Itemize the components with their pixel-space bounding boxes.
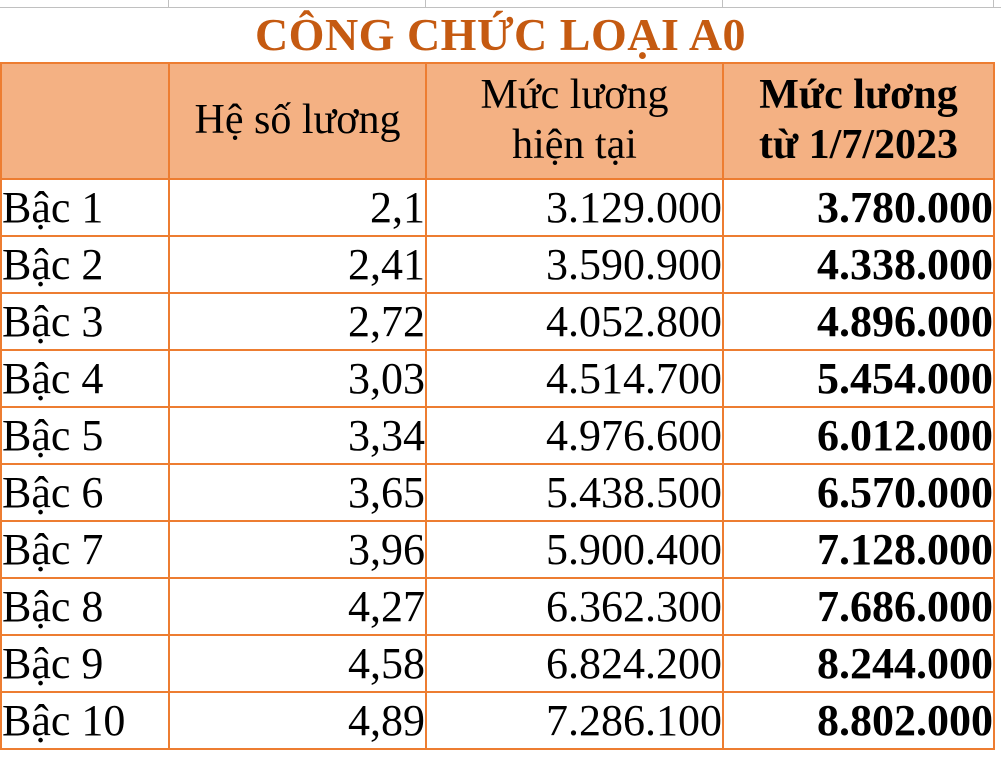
header-cell-current-salary: Mức lương hiện tại — [425, 62, 724, 180]
coefficient-cell: 2,1 — [168, 178, 427, 237]
table-body: Bậc 1 2,1 3.129.000 3.780.000 Bậc 2 2,41… — [0, 178, 995, 750]
new-salary-cell: 4.896.000 — [722, 292, 995, 351]
table-row: Bậc 4 3,03 4.514.700 5.454.000 — [0, 349, 995, 408]
sheet-gridline-strip — [0, 0, 1001, 8]
coefficient-cell: 3,65 — [168, 463, 427, 522]
row-label-cell: Bậc 6 — [0, 463, 170, 522]
table-header: Hệ số lương Mức lương hiện tại Mức lương… — [0, 62, 995, 180]
new-salary-cell: 5.454.000 — [722, 349, 995, 408]
table-row: Bậc 3 2,72 4.052.800 4.896.000 — [0, 292, 995, 351]
header-cell-empty — [0, 62, 170, 180]
new-salary-cell: 7.128.000 — [722, 520, 995, 579]
row-label-cell: Bậc 9 — [0, 634, 170, 693]
coefficient-cell: 4,27 — [168, 577, 427, 636]
table-row: Bậc 2 2,41 3.590.900 4.338.000 — [0, 235, 995, 294]
current-salary-cell: 4.976.600 — [425, 406, 724, 465]
current-salary-cell: 6.824.200 — [425, 634, 724, 693]
new-salary-cell: 8.802.000 — [722, 691, 995, 750]
current-salary-cell: 4.514.700 — [425, 349, 724, 408]
coefficient-cell: 3,03 — [168, 349, 427, 408]
current-salary-cell: 3.129.000 — [425, 178, 724, 237]
sheet-gridline — [425, 0, 426, 7]
sheet-gridline — [168, 0, 169, 7]
new-salary-cell: 8.244.000 — [722, 634, 995, 693]
coefficient-cell: 3,34 — [168, 406, 427, 465]
new-salary-cell: 6.570.000 — [722, 463, 995, 522]
row-label-cell: Bậc 10 — [0, 691, 170, 750]
row-label-cell: Bậc 1 — [0, 178, 170, 237]
coefficient-cell: 3,96 — [168, 520, 427, 579]
table-row: Bậc 9 4,58 6.824.200 8.244.000 — [0, 634, 995, 693]
table-row: Bậc 8 4,27 6.362.300 7.686.000 — [0, 577, 995, 636]
table-row: Bậc 1 2,1 3.129.000 3.780.000 — [0, 178, 995, 237]
table-row: Bậc 7 3,96 5.900.400 7.128.000 — [0, 520, 995, 579]
coefficient-cell: 4,89 — [168, 691, 427, 750]
sheet-gridline — [722, 0, 723, 7]
new-salary-cell: 3.780.000 — [722, 178, 995, 237]
current-salary-cell: 7.286.100 — [425, 691, 724, 750]
title-band: CÔNG CHỨC LOẠI A0 — [0, 8, 1001, 62]
header-cell-coefficient: Hệ số lương — [168, 62, 427, 180]
current-salary-cell: 5.900.400 — [425, 520, 724, 579]
row-label-cell: Bậc 3 — [0, 292, 170, 351]
row-label-cell: Bậc 7 — [0, 520, 170, 579]
sheet-gridline — [993, 0, 994, 7]
new-salary-cell: 6.012.000 — [722, 406, 995, 465]
current-salary-cell: 6.362.300 — [425, 577, 724, 636]
new-salary-cell: 7.686.000 — [722, 577, 995, 636]
row-label-cell: Bậc 5 — [0, 406, 170, 465]
row-label-cell: Bậc 2 — [0, 235, 170, 294]
coefficient-cell: 2,41 — [168, 235, 427, 294]
header-row: Hệ số lương Mức lương hiện tại Mức lương… — [0, 62, 995, 180]
table-row: Bậc 6 3,65 5.438.500 6.570.000 — [0, 463, 995, 522]
current-salary-cell: 5.438.500 — [425, 463, 724, 522]
coefficient-cell: 4,58 — [168, 634, 427, 693]
new-salary-cell: 4.338.000 — [722, 235, 995, 294]
table-row: Bậc 5 3,34 4.976.600 6.012.000 — [0, 406, 995, 465]
page-title: CÔNG CHỨC LOẠI A0 — [254, 9, 747, 60]
current-salary-cell: 4.052.800 — [425, 292, 724, 351]
row-label-cell: Bậc 8 — [0, 577, 170, 636]
header-cell-new-salary: Mức lương từ 1/7/2023 — [722, 62, 995, 180]
current-salary-cell: 3.590.900 — [425, 235, 724, 294]
row-label-cell: Bậc 4 — [0, 349, 170, 408]
table-row: Bậc 10 4,89 7.286.100 8.802.000 — [0, 691, 995, 750]
salary-table: Hệ số lương Mức lương hiện tại Mức lương… — [0, 62, 995, 750]
coefficient-cell: 2,72 — [168, 292, 427, 351]
